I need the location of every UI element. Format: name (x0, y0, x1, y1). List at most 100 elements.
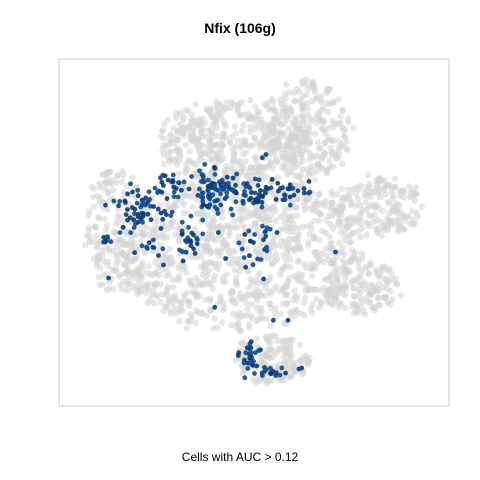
active-cell-point (150, 237, 156, 243)
cell-point (172, 305, 179, 313)
cell-point (251, 125, 259, 133)
active-cell-point (194, 241, 200, 247)
cell-point (255, 213, 262, 220)
cell-point (254, 108, 261, 116)
cell-point (187, 158, 194, 165)
cell-point (252, 103, 259, 110)
active-cell-point (248, 195, 254, 201)
cell-point (381, 263, 388, 270)
cell-point (180, 201, 188, 208)
cell-point (310, 154, 317, 161)
cell-point (363, 206, 370, 213)
cell-point (266, 216, 273, 224)
active-cell-point (210, 192, 216, 198)
cell-point (124, 263, 131, 270)
cell-point (316, 145, 324, 152)
cell-point (201, 235, 208, 242)
active-cell-point (194, 235, 200, 241)
active-cell-point (181, 179, 187, 185)
active-cell-point (261, 237, 266, 243)
cell-point (273, 283, 280, 290)
cell-point (324, 108, 332, 116)
cell-point (176, 157, 183, 164)
cell-point (210, 224, 217, 231)
cell-point (324, 168, 331, 175)
cell-point (148, 230, 156, 237)
cell-point (401, 226, 408, 233)
cell-point (332, 153, 340, 160)
cell-point (364, 299, 372, 306)
active-cell-point (168, 213, 174, 219)
cell-point (317, 211, 325, 218)
active-cell-point (295, 188, 301, 194)
cell-point (398, 209, 406, 216)
cell-point (306, 150, 313, 157)
cell-point (350, 285, 357, 292)
cell-point (168, 224, 175, 231)
cell-point (161, 120, 168, 128)
cell-point (86, 233, 93, 240)
cell-point (283, 283, 290, 290)
cell-point (357, 201, 364, 208)
cell-point (122, 241, 130, 248)
cell-point (262, 333, 270, 340)
cell-point (215, 156, 223, 163)
cell-point (317, 155, 325, 163)
active-cell-point (307, 189, 313, 195)
cell-point (171, 295, 179, 302)
cell-point (285, 125, 292, 132)
active-cell-point (132, 211, 137, 217)
cell-point (264, 346, 272, 353)
active-cell-point (129, 205, 135, 210)
cell-point (371, 202, 379, 210)
cell-point (366, 184, 373, 191)
active-cell-point (128, 181, 134, 187)
cell-point (272, 250, 280, 258)
cell-point (156, 241, 164, 248)
cell-point (166, 271, 173, 279)
active-cell-point (215, 187, 221, 193)
cell-point (313, 295, 320, 302)
cell-point (85, 227, 93, 234)
cell-point (130, 285, 137, 292)
active-cell-point (245, 366, 251, 371)
cell-point (253, 335, 260, 342)
cell-point (102, 179, 109, 186)
active-cell-point (259, 204, 265, 210)
cell-point (312, 130, 319, 138)
cell-point (143, 224, 151, 232)
active-cell-point (183, 249, 189, 255)
cell-point (370, 304, 377, 311)
active-cell-point (179, 187, 184, 193)
cell-point (230, 310, 237, 317)
cell-point (159, 127, 167, 134)
cell-point (347, 196, 354, 204)
active-cell-point (131, 217, 137, 223)
cell-point (222, 123, 229, 130)
cell-point (249, 301, 256, 308)
cell-point (256, 251, 263, 258)
cell-point (208, 230, 216, 237)
cell-point (333, 295, 340, 302)
cell-point (339, 244, 346, 251)
cell-point (106, 245, 113, 253)
active-cell-point (224, 194, 230, 200)
cell-point (155, 247, 162, 254)
cell-point (308, 98, 316, 105)
cell-point (245, 284, 252, 291)
active-cell-point (205, 177, 211, 183)
cell-point (339, 160, 346, 167)
cell-point (262, 292, 270, 299)
cell-point (188, 180, 195, 188)
cell-point (282, 290, 290, 297)
cell-point (333, 274, 340, 281)
cell-point (160, 161, 168, 168)
cell-point (350, 124, 357, 131)
cell-point (342, 267, 349, 274)
cell-point (290, 308, 298, 315)
cell-point (170, 284, 177, 291)
cell-point (380, 227, 387, 234)
active-cell-point (212, 183, 218, 189)
cell-point (157, 281, 164, 288)
cell-point (217, 149, 225, 157)
